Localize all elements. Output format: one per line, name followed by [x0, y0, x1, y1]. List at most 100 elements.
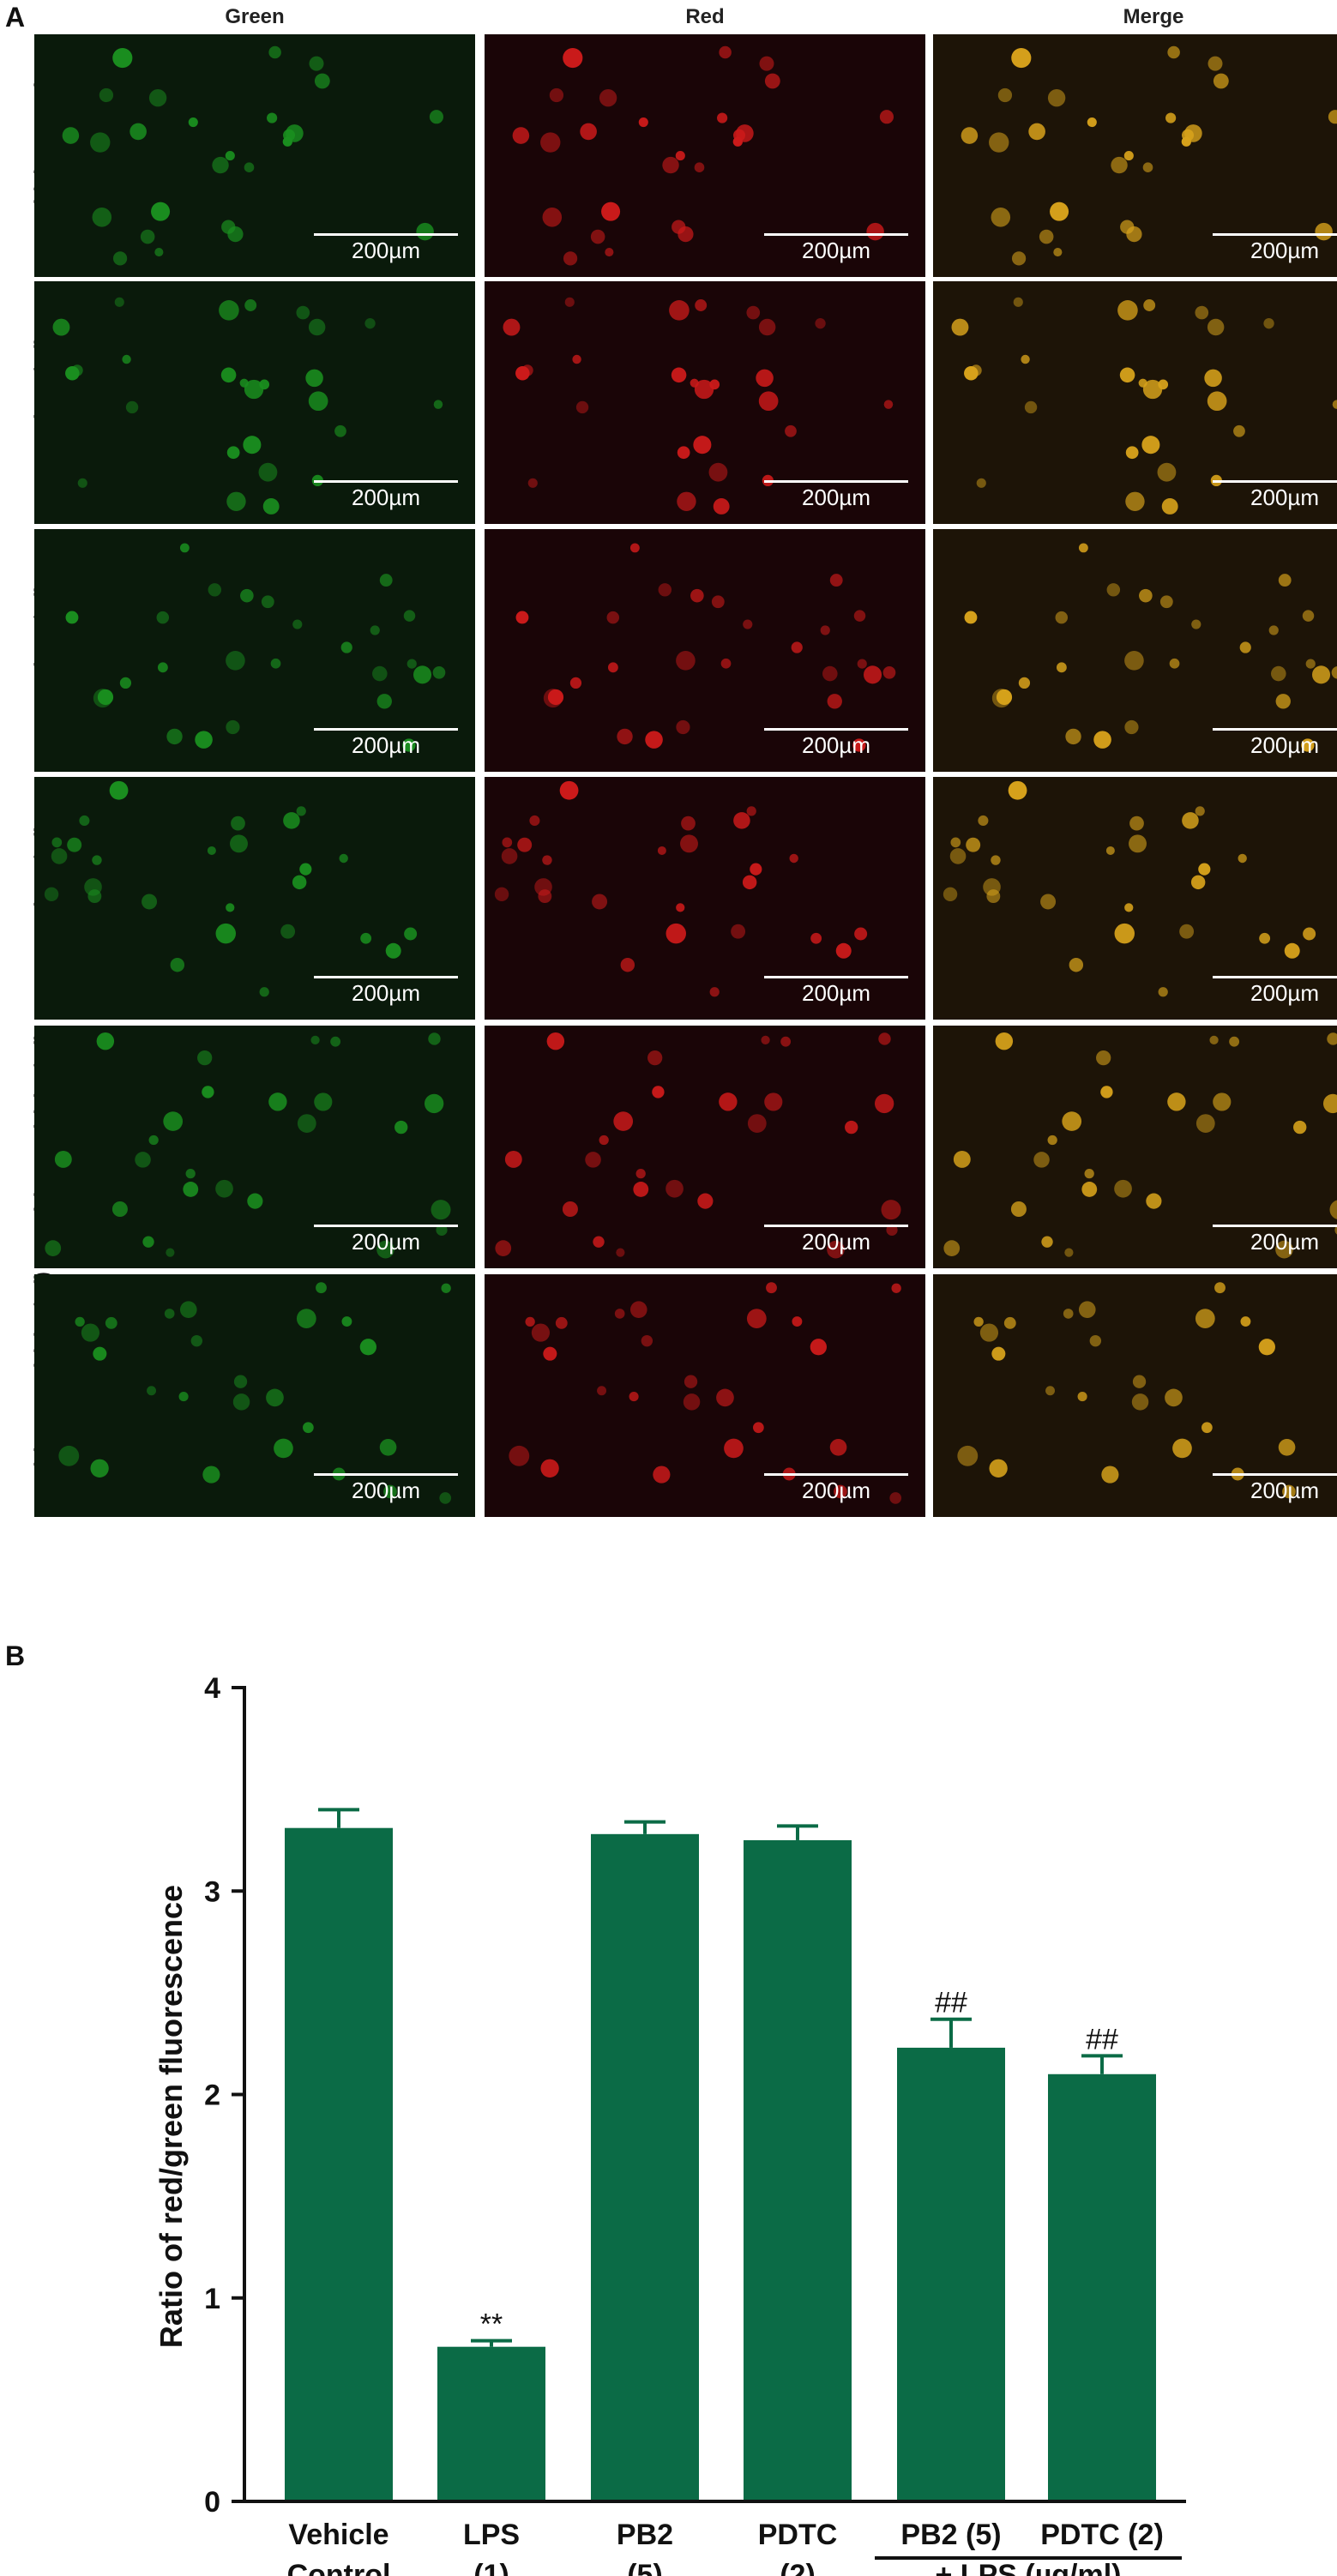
cell: [616, 1248, 625, 1257]
cell: [964, 365, 979, 381]
cell: [881, 1200, 901, 1220]
cell: [230, 834, 248, 853]
cell: [1181, 136, 1191, 147]
scale-bar-label: 200µm: [1250, 1229, 1320, 1255]
micrograph-merge-row-4: 200µm: [933, 777, 1337, 1020]
cell: [662, 156, 679, 174]
cell: [308, 318, 326, 336]
cell: [759, 56, 774, 71]
cell: [951, 318, 969, 336]
cell: [943, 1240, 961, 1256]
cell: [599, 88, 617, 107]
scale-bar-line: [764, 976, 908, 978]
cell: [943, 887, 958, 902]
cell: [827, 694, 842, 709]
x-tick-label-2-line-2: (1): [473, 2559, 509, 2576]
cell: [1271, 665, 1286, 682]
cell: [429, 110, 444, 124]
cell: [601, 202, 621, 221]
cell: [502, 837, 513, 848]
cell: [820, 625, 830, 635]
cell: [1334, 1225, 1337, 1235]
scale-bar-label: 200µm: [1250, 238, 1320, 263]
significance-mark-5: ##: [935, 1987, 967, 2019]
cell: [330, 1036, 341, 1047]
scale-bar-line: [764, 233, 908, 236]
cell: [1141, 436, 1160, 454]
cell: [92, 208, 112, 227]
cell: [494, 887, 509, 902]
bar-1: [285, 1827, 393, 2501]
cell: [527, 478, 538, 488]
cell: [719, 1092, 738, 1111]
cell: [834, 1484, 847, 1499]
cell: [96, 1032, 115, 1050]
cell: [292, 619, 303, 629]
cell: [989, 1459, 1008, 1478]
cell: [504, 1150, 522, 1168]
cell: [99, 87, 114, 103]
cell: [1010, 1201, 1027, 1218]
cell: [433, 400, 443, 409]
scale-bar: 200µm: [764, 480, 908, 509]
cell: [370, 625, 380, 635]
cell: [62, 127, 80, 144]
cell: [109, 780, 129, 800]
cell: [791, 641, 803, 653]
cell: [233, 1375, 248, 1388]
cell: [148, 1135, 159, 1146]
micrograph-red-row-4: 200µm: [485, 777, 925, 1020]
cell: [52, 318, 70, 336]
cell: [226, 719, 240, 735]
cell: [694, 162, 705, 173]
cell: [629, 543, 640, 553]
cell: [215, 1179, 233, 1198]
cell: [780, 1036, 792, 1047]
cell: [164, 1309, 175, 1319]
cell: [854, 927, 868, 941]
cell: [746, 806, 756, 816]
cell: [1117, 300, 1138, 321]
micrograph-green-row-2: 200µm: [34, 281, 475, 524]
cell: [501, 848, 518, 864]
cell: [226, 446, 240, 460]
cell: [372, 665, 388, 682]
scale-bar-label: 200µm: [351, 1478, 421, 1503]
cell: [1191, 619, 1201, 629]
cell: [1062, 1111, 1082, 1131]
micrograph-cells: [62, 45, 444, 266]
cell: [695, 299, 708, 311]
cell: [1039, 229, 1054, 244]
micrograph-cells: [494, 780, 868, 997]
panel-b-letter: B: [5, 1640, 25, 1671]
cell: [1263, 318, 1274, 329]
cell: [441, 1283, 451, 1293]
cell: [653, 1466, 671, 1484]
cell: [693, 436, 712, 454]
micrograph-cells: [52, 297, 443, 515]
cell: [1055, 611, 1069, 624]
cell: [1327, 1032, 1337, 1045]
cell: [638, 117, 648, 128]
cell: [677, 446, 690, 460]
cell: [428, 1032, 441, 1045]
column-header-red: Red: [685, 5, 725, 28]
scale-bar-label: 200µm: [801, 485, 871, 510]
cell: [743, 619, 753, 629]
cell: [1124, 719, 1139, 735]
cell: [1078, 543, 1088, 553]
cell: [766, 1282, 777, 1294]
cell: [1179, 924, 1195, 939]
cell: [658, 583, 672, 597]
cell: [154, 248, 164, 257]
cell: [713, 498, 730, 515]
cell: [1018, 677, 1031, 689]
bar-chart: B Ratio of red/green fluorescence ** ## ##…: [5, 1640, 1186, 2576]
cell: [953, 1150, 971, 1168]
cell: [676, 719, 690, 735]
scale-bar-label: 200µm: [351, 485, 421, 510]
scale-bar: 200µm: [1213, 1225, 1337, 1253]
cell: [151, 202, 171, 221]
cell: [1165, 1388, 1183, 1407]
cell: [1213, 1092, 1232, 1111]
